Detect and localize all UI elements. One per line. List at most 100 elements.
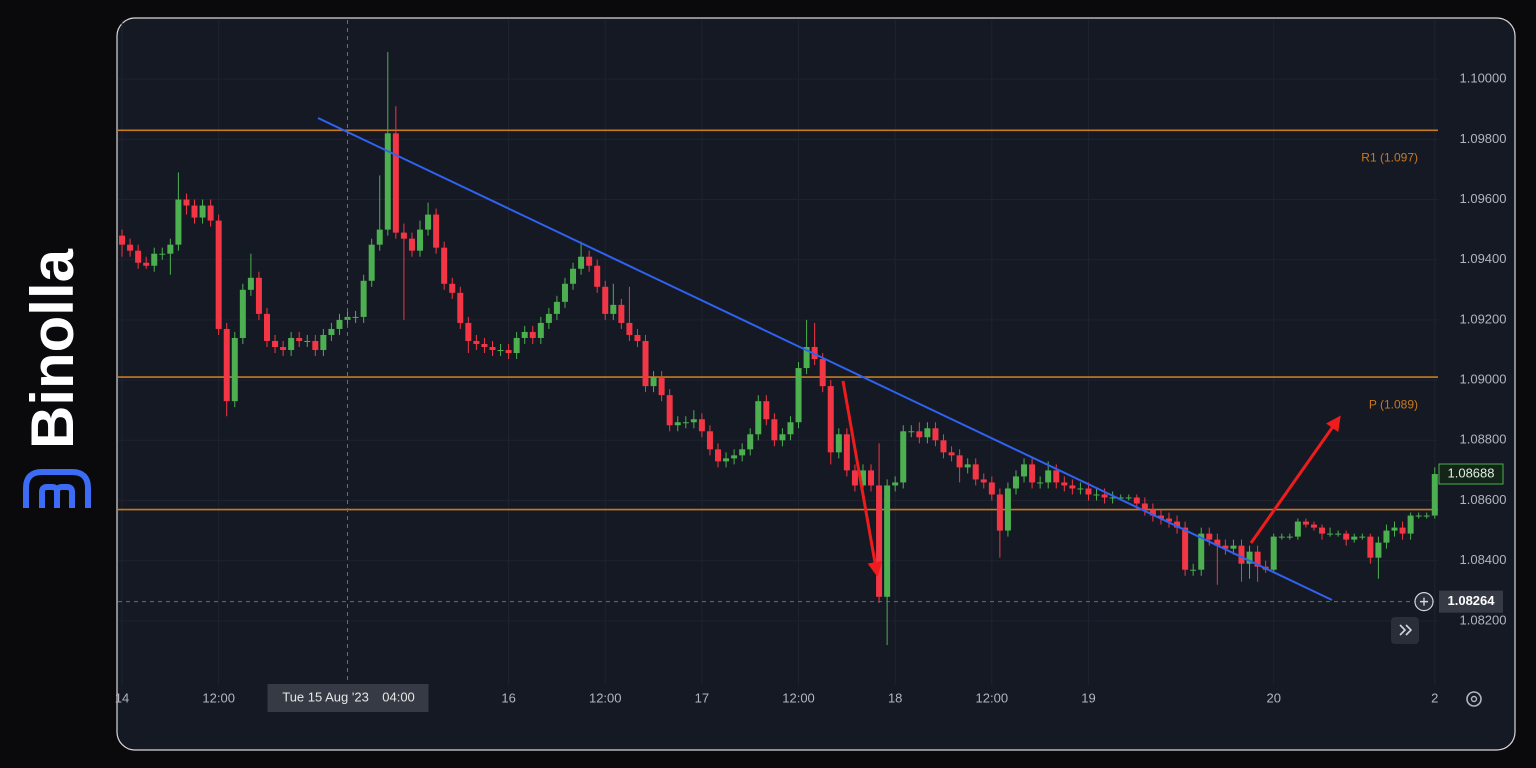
candle-body: [247, 277, 254, 290]
candle-body: [272, 340, 279, 347]
candle-body: [280, 346, 287, 351]
candle-body: [900, 431, 907, 483]
candle-body: [191, 205, 198, 218]
candle-body: [972, 464, 979, 480]
candle-body: [263, 313, 270, 341]
candle-body: [868, 470, 875, 486]
candle-body: [1069, 485, 1076, 489]
candle-body: [570, 268, 577, 284]
x-tick-label: 16: [501, 690, 515, 705]
candle-body: [545, 313, 552, 323]
y-tick-label: 1.09400: [1460, 251, 1507, 266]
candle-body: [328, 328, 335, 335]
candle-body: [755, 401, 762, 435]
candle-body: [835, 434, 842, 453]
candle-body: [239, 289, 246, 338]
overlay: Tue 15 Aug '23 04:00 1.08264 1.08688: [118, 20, 1504, 712]
brand-name: Binolla: [19, 248, 86, 449]
trend-line: [317, 117, 1333, 601]
candle-body: [1021, 464, 1028, 477]
candle-body: [650, 377, 657, 387]
candle-body: [1319, 527, 1326, 534]
candle-body: [1004, 488, 1011, 531]
y-tick-label: 1.09200: [1460, 311, 1507, 326]
candle-body: [715, 449, 721, 462]
candle-body: [747, 434, 754, 450]
candle-body: [1206, 533, 1213, 540]
candle-body: [1383, 530, 1390, 543]
candle-body: [626, 322, 633, 335]
candle-body: [988, 482, 995, 495]
y-tick-label: 1.08600: [1460, 492, 1507, 507]
candle-body: [376, 229, 383, 245]
candle-body: [449, 283, 456, 293]
candle-body: [529, 331, 536, 338]
candle-body: [666, 395, 673, 426]
candle-body: [739, 449, 746, 456]
candle-body: [1343, 533, 1350, 540]
candle-body: [1198, 533, 1205, 570]
candle-body: [1012, 476, 1019, 489]
candle-body: [457, 292, 464, 323]
candle-body: [1278, 536, 1285, 538]
candle-body: [151, 253, 158, 266]
y-tick-label: 1.08800: [1460, 432, 1507, 447]
candle-body: [932, 428, 939, 441]
candle-body: [1101, 494, 1108, 498]
candle-body: [682, 422, 689, 424]
candle-body: [763, 401, 770, 420]
candle-body: [231, 337, 238, 402]
pivot-label: P (1.089): [1369, 397, 1418, 411]
candle-body: [207, 205, 214, 221]
y-tick-label: 1.10000: [1460, 71, 1507, 86]
candle-body: [1190, 569, 1197, 571]
crosshair-date: Tue 15 Aug '23: [282, 689, 369, 704]
candle-body: [1294, 521, 1301, 537]
candle-body: [425, 214, 432, 230]
candle-body: [384, 133, 391, 230]
candle-body: [408, 238, 415, 251]
candle-body: [884, 485, 891, 597]
candle-body: [916, 431, 923, 438]
candle-body: [1214, 539, 1221, 546]
candle-body: [723, 458, 730, 462]
candle-body: [537, 322, 544, 338]
candle-body: [1077, 488, 1084, 490]
candle-body: [441, 247, 448, 284]
candle-body: [1182, 527, 1189, 570]
candle-body: [1286, 536, 1293, 538]
candle-body: [803, 346, 810, 369]
candle-body: [980, 479, 987, 483]
x-tick-label: 14: [115, 690, 129, 705]
candle-body: [1029, 464, 1036, 483]
candle-body: [908, 431, 915, 433]
x-tick-label: 12:00: [589, 690, 622, 705]
brand-logo: [23, 469, 91, 508]
candle-body: [1109, 497, 1116, 499]
x-tick-label: 20: [1266, 690, 1280, 705]
candle-body: [779, 434, 786, 441]
crosshair-time: 04:00: [382, 689, 415, 704]
candle-body: [481, 343, 488, 347]
candle-body: [336, 319, 343, 329]
x-tick-label: 12:00: [202, 690, 235, 705]
candle-body: [1133, 497, 1140, 504]
candle-body: [964, 464, 971, 468]
candle-body: [1310, 524, 1317, 528]
candle-body: [1391, 527, 1398, 531]
candle-body: [183, 199, 190, 206]
candle-body: [578, 256, 585, 269]
settings-button[interactable]: [1466, 691, 1482, 707]
candle-body: [473, 340, 480, 344]
candle-body: [876, 485, 883, 597]
candle-body: [497, 350, 504, 352]
candle-body: [1141, 503, 1148, 510]
crosshair-time-box: [267, 684, 429, 712]
candle-body: [706, 431, 713, 450]
candle-body: [731, 455, 738, 459]
candle-body: [127, 244, 134, 251]
arrow-up: [1249, 415, 1341, 544]
chart-panel: [116, 17, 1516, 751]
y-tick-label: 1.09600: [1460, 191, 1507, 206]
scroll-icon: [1399, 624, 1413, 636]
